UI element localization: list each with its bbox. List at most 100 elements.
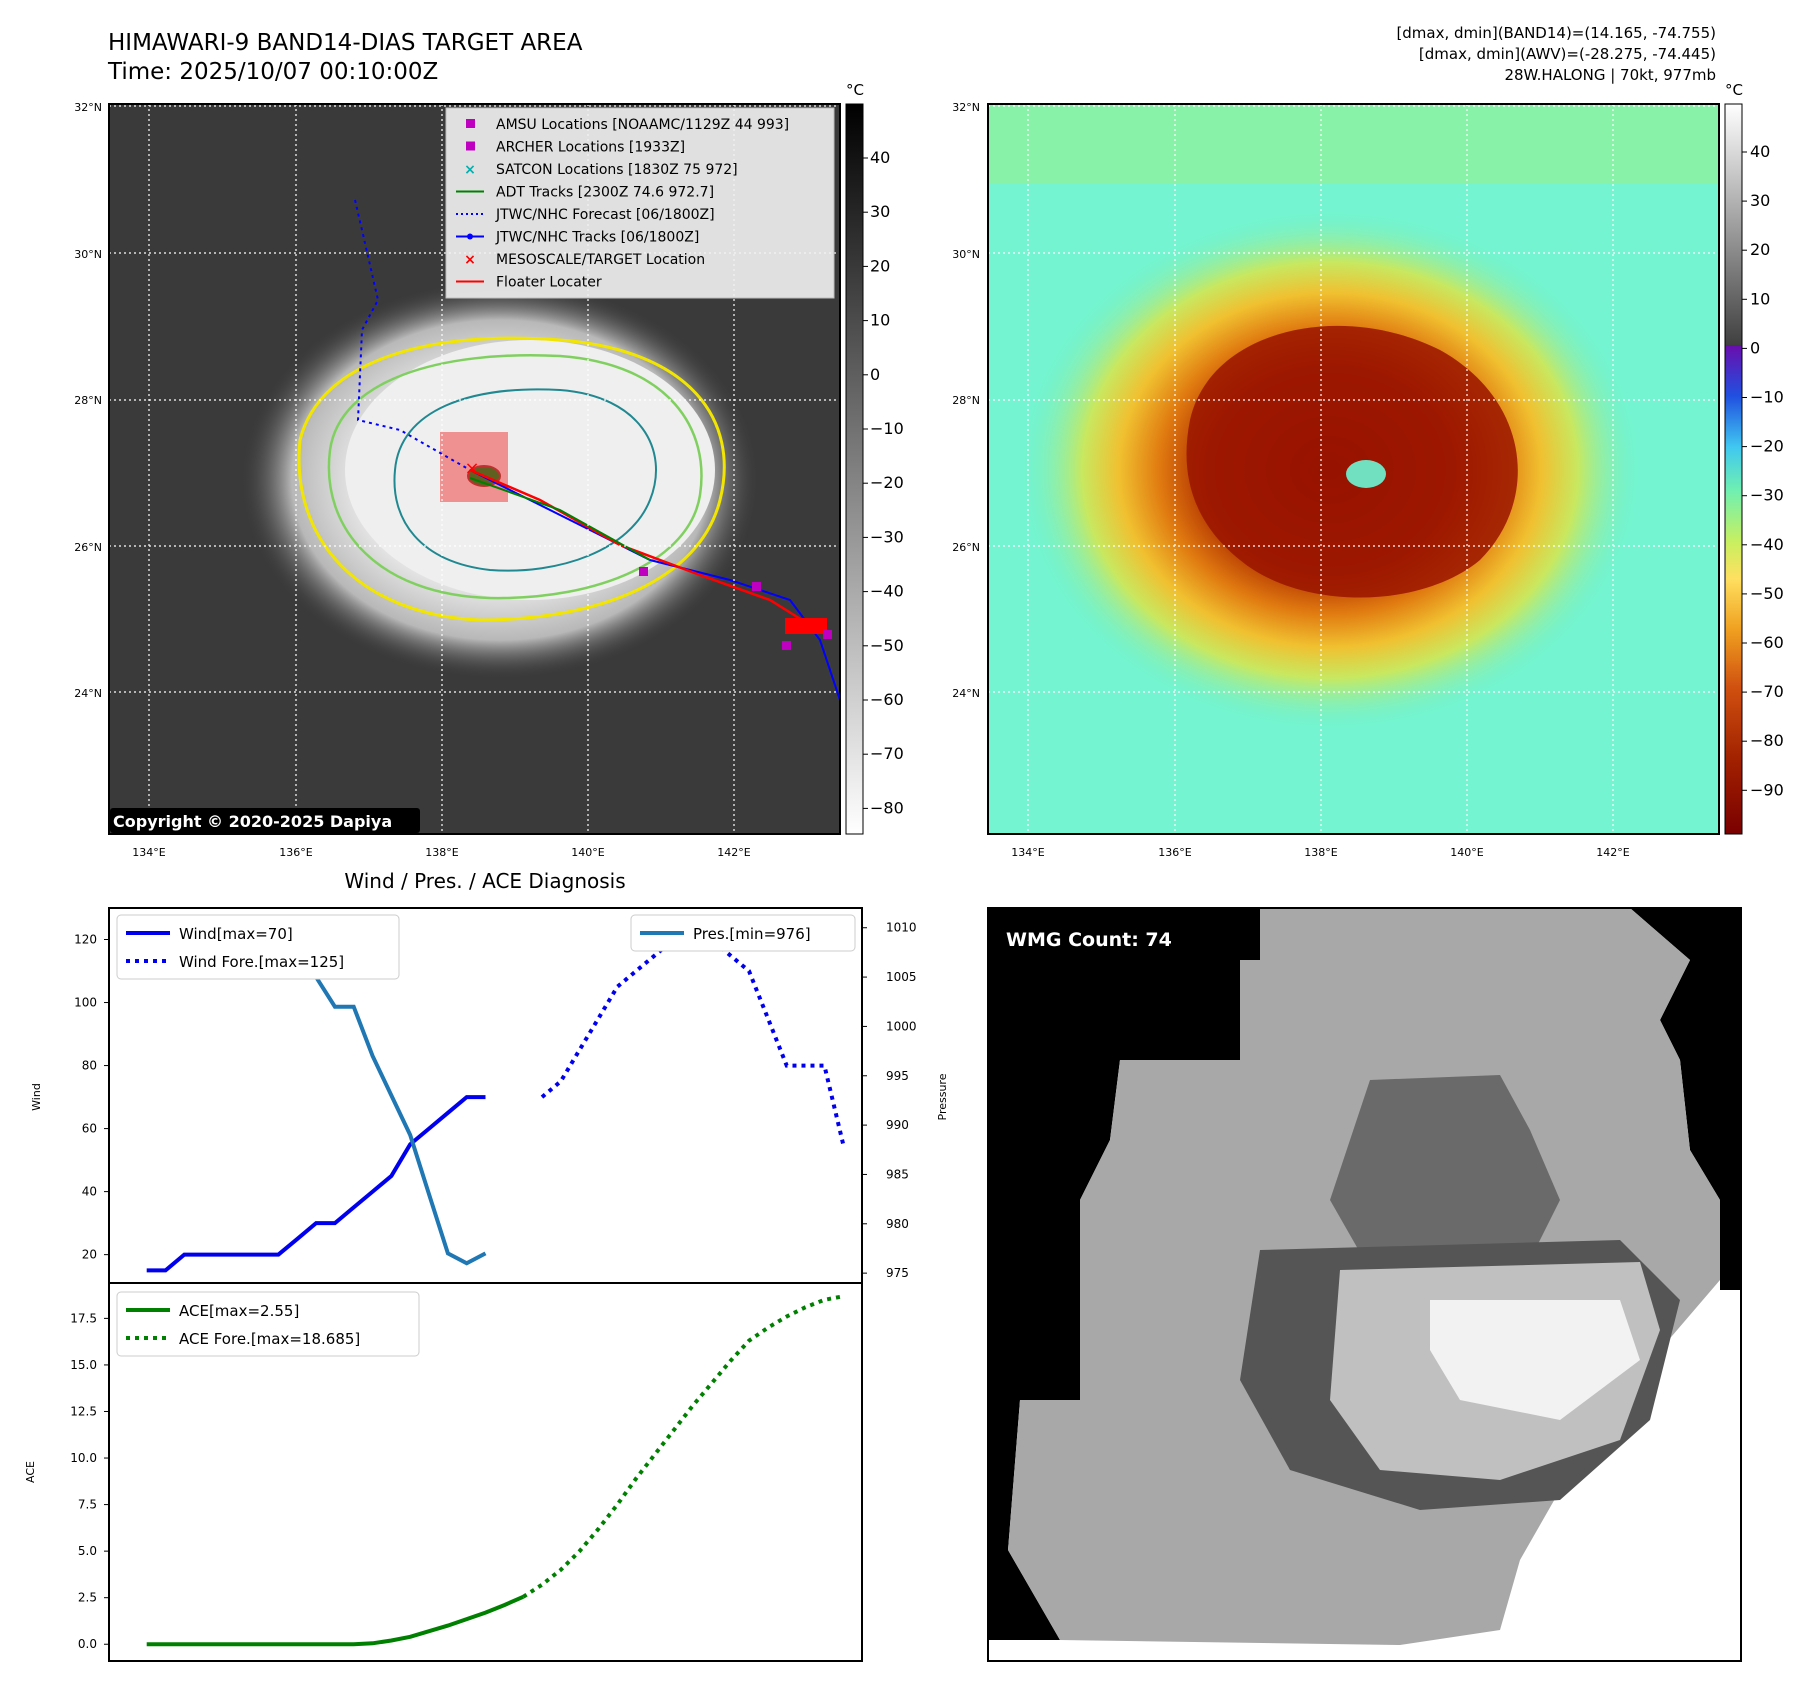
wmg-panel: WMG Count: 74 (987, 907, 1742, 1662)
ace-legend-label: ACE[max=2.55] (179, 1302, 299, 1320)
awv-lon-136: 136°E (1158, 846, 1191, 859)
amsu-marker (752, 582, 761, 591)
wind-ytick-5: 120 (74, 933, 97, 947)
awv-cb-tick-8: −40 (1750, 535, 1784, 554)
copyright-text: Copyright © 2020-2025 Dapiya (113, 812, 392, 831)
legend-label-5: JTWC/NHC Tracks [06/1800Z] (495, 230, 699, 246)
awv-lon-138: 138°E (1304, 846, 1337, 859)
figure-title: HIMAWARI-9 BAND14-DIAS TARGET AREA (108, 30, 583, 56)
ir-contour-green (327, 354, 703, 600)
series-wind-fore-line (540, 921, 846, 1145)
ace-chart: 0.0 2.5 5.0 7.5 10.0 12.5 15.0 17.5 ACE ACE[max… (24, 1282, 863, 1662)
wmg-black-left (988, 908, 1260, 1640)
ir-cb-tick-1: 30 (870, 202, 890, 221)
ace-ytick-5: 12.5 (70, 1404, 97, 1418)
awv-cb-tick-11: −70 (1750, 682, 1784, 701)
ir-lon-142: 142°E (717, 846, 750, 859)
legend-label-0: AMSU Locations [NOAAMC/1129Z 44 993] (496, 117, 789, 133)
awv-cb-tick-2: 20 (1750, 240, 1770, 259)
pressure-legend-label: Pres.[min=976] (693, 925, 811, 943)
ir-lat-24: 24°N (74, 687, 102, 700)
series-windline (146, 1095, 486, 1273)
awv-cdo (1186, 325, 1518, 598)
awv-cb-tick-9: −50 (1750, 584, 1784, 603)
pres-ytick-5: 1000 (886, 1019, 917, 1033)
ir-cb-tick-12: −80 (870, 798, 904, 817)
ace-ytick-4: 10.0 (70, 1451, 97, 1465)
pres-ytick-4: 995 (886, 1069, 909, 1083)
ir-lat-30: 30°N (74, 248, 102, 261)
wind-ytick-2: 60 (82, 1122, 97, 1136)
awv-lat-28: 28°N (952, 394, 980, 407)
wind-ytick-3: 80 (82, 1059, 97, 1073)
legend-marker-dot-5 (467, 233, 473, 240)
figure-time: Time: 2025/10/07 00:10:00Z (107, 59, 438, 85)
ir-lon-138: 138°E (425, 846, 458, 859)
awv-cb-tick-7: −30 (1750, 486, 1784, 505)
ace-ytick-7: 17.5 (70, 1311, 97, 1325)
ir-legend: AMSU Locations [NOAAMC/1129Z 44 993] ARCH… (445, 107, 835, 299)
awv-eye (1346, 460, 1386, 488)
legend-label-2: SATCON Locations [1830Z 75 972] (496, 162, 738, 178)
awv-cb-tick-0: 40 (1750, 142, 1770, 161)
wind-ytick-0: 20 (82, 1248, 97, 1262)
ace-series-line (146, 1594, 525, 1647)
ir-lon-140: 140°E (571, 846, 604, 859)
awv-range: [dmax, dmin](AWV)=(-28.275, -74.445) (1419, 45, 1716, 63)
legend-marker-6: × (464, 252, 476, 268)
ir-cb-tick-3: 10 (870, 311, 890, 330)
floater-locater-track (469, 468, 811, 627)
ir-lat-28: 28°N (74, 394, 102, 407)
awv-cb-tick-5: −10 (1750, 388, 1784, 407)
legend-marker-2: × (464, 162, 476, 178)
ir-cb-tick-9: −50 (870, 636, 904, 655)
ir-lon-labels: 134°E 136°E 138°E 140°E 142°E (132, 846, 750, 859)
awv-cb-tick-6: −20 (1750, 437, 1784, 456)
pres-ytick-1: 980 (886, 1217, 909, 1231)
ir-cb-tick-7: −30 (870, 527, 904, 546)
awv-lon-labels: 134°E 136°E 138°E 140°E 142°E (1011, 846, 1629, 859)
ace-legend-box (116, 1291, 420, 1357)
ir-contour-teal (393, 388, 657, 572)
ir-cb-tick-4: 0 (870, 365, 880, 384)
jtwc-forecast-track (354, 199, 471, 471)
legend-label-4: JTWC/NHC Forecast [06/1800Z] (495, 207, 715, 223)
ace-ytick-6: 15.0 (70, 1358, 97, 1372)
awv-cb-tick-12: −80 (1750, 731, 1784, 750)
wmg-frame (987, 907, 1742, 1662)
ir-lat-labels: 32°N 30°N 28°N 26°N 24°N (74, 101, 102, 700)
ace-ytick-2: 5.0 (78, 1544, 97, 1558)
wind-pressure-chart: Wind / Pres. / ACE Diagnosis 20 40 60 80 100… (30, 869, 949, 1284)
ir-panel: × AMSU Locations [NOAAMC/1129Z 44 993] AR… (74, 81, 904, 859)
legend-label-6: MESOSCALE/TARGET Location (496, 252, 705, 268)
awv-gridlines (988, 104, 1719, 834)
legend-marker-1 (466, 141, 475, 151)
pres-ytick-0: 975 (886, 1266, 909, 1280)
legend-label-7: Floater Locater (496, 275, 602, 291)
awv-lon-134: 134°E (1011, 846, 1044, 859)
storm-info: 28W.HALONG | 70kt, 977mb (1504, 66, 1716, 84)
ir-cb-tick-10: −60 (870, 690, 904, 709)
ir-lat-32: 32°N (74, 101, 102, 114)
pres-ytick-6: 1005 (886, 970, 917, 984)
wind-ytick-4: 100 (74, 996, 97, 1010)
amsu-marker-2 (782, 641, 791, 650)
ir-cb-tick-11: −70 (870, 744, 904, 763)
wind-fore-legend-label: Wind Fore.[max=125] (179, 953, 344, 971)
diagnosis-title: Wind / Pres. / ACE Diagnosis (344, 869, 625, 893)
wmg-eyewall (1430, 1300, 1640, 1420)
ir-cb-tick-6: −20 (870, 473, 904, 492)
pressure-legend: Pres.[min=976] (630, 914, 856, 952)
pres-ytick-7: 1010 (886, 921, 917, 935)
wind-axis-label: Wind (30, 1083, 43, 1111)
awv-lat-32: 32°N (952, 101, 980, 114)
awv-lat-26: 26°N (952, 541, 980, 554)
awv-colorbar-unit: °C (1725, 81, 1743, 99)
wind-legend: Wind[max=70] Wind Fore.[max=125] (116, 914, 400, 980)
ace-ytick-0: 0.0 (78, 1637, 97, 1651)
pres-ytick-3: 990 (886, 1118, 909, 1132)
awv-lat-30: 30°N (952, 248, 980, 261)
awv-lon-140: 140°E (1450, 846, 1483, 859)
wmg-dark-band (1330, 1075, 1560, 1270)
